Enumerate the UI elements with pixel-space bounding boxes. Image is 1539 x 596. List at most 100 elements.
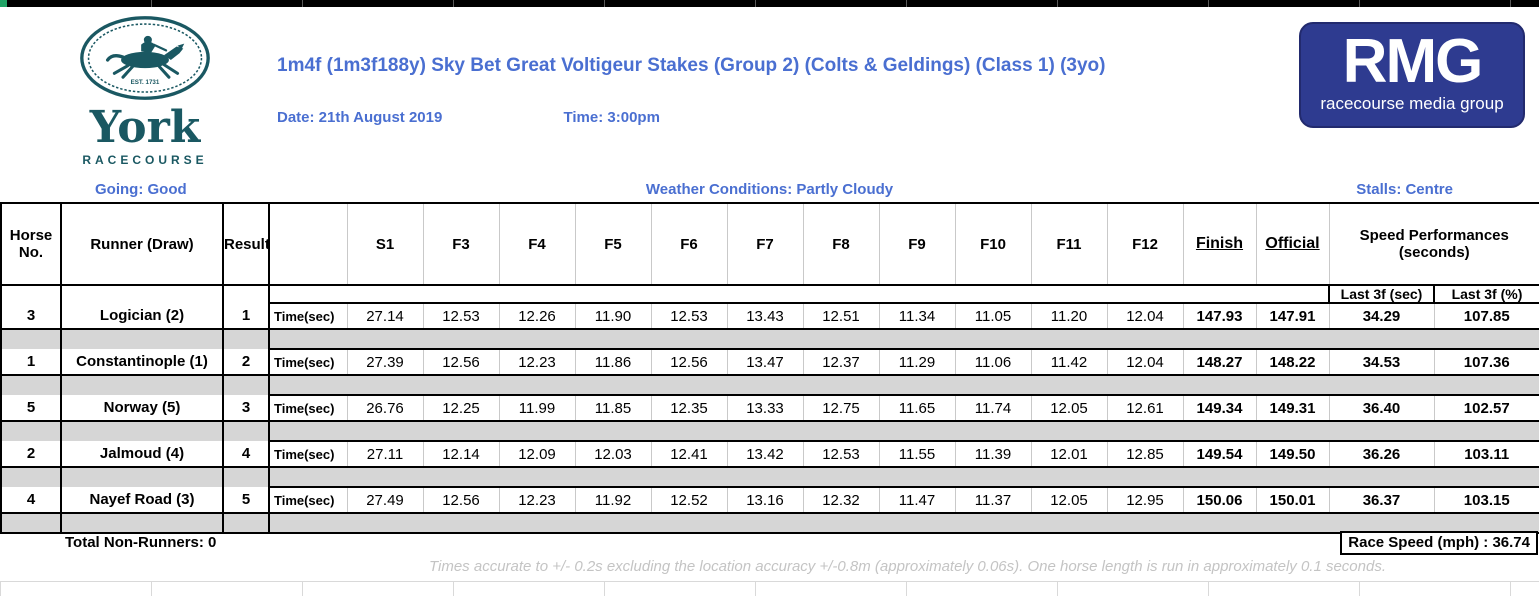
york-wordmark: York xyxy=(89,102,201,153)
result-cell: 3 xyxy=(223,395,270,422)
york-racecourse-label: RACECOURSE xyxy=(82,153,208,167)
sectional-time-cell: 12.61 xyxy=(1106,394,1183,422)
separator-cell xyxy=(223,421,270,441)
col-header-runner: Runner (Draw) xyxy=(61,203,224,286)
col-header-official: Official xyxy=(1255,203,1329,286)
col-header-f3: F3 xyxy=(422,203,499,286)
sectional-time-cell: 12.26 xyxy=(498,302,575,330)
last3f-pct-cell: 103.11 xyxy=(1433,440,1539,468)
sectional-time-cell: 11.34 xyxy=(878,302,955,330)
col-header-blank xyxy=(269,203,347,286)
rmg-subtitle: racecourse media group xyxy=(1320,94,1504,113)
sectional-time-cell: 12.03 xyxy=(574,440,651,468)
conditions-row: Going: Good Weather Conditions: Partly C… xyxy=(0,181,1539,202)
time-label-cell: Time(sec) xyxy=(269,348,347,376)
official-time-cell: 148.22 xyxy=(1255,348,1329,376)
sub-header-blank xyxy=(223,285,270,303)
sectional-time-cell: 12.35 xyxy=(650,394,727,422)
result-cell: 5 xyxy=(223,487,270,514)
sectional-time-cell: 12.75 xyxy=(802,394,879,422)
sectional-time-cell: 13.43 xyxy=(726,302,803,330)
runner-cell: Norway (5) xyxy=(61,395,224,422)
separator-cell xyxy=(223,329,270,349)
sectional-time-cell: 11.74 xyxy=(954,394,1031,422)
col-header-f8: F8 xyxy=(802,203,879,286)
sectional-time-cell: 11.37 xyxy=(954,486,1031,514)
separator-cell xyxy=(223,467,270,487)
col-header-f12: F12 xyxy=(1106,203,1183,286)
going-label: Going: Good xyxy=(95,181,187,198)
sectional-time-cell: 11.47 xyxy=(878,486,955,514)
sectional-time-cell: 26.76 xyxy=(346,394,423,422)
sectional-time-cell: 12.53 xyxy=(802,440,879,468)
separator-cell xyxy=(1,467,62,487)
finish-time-cell: 148.27 xyxy=(1182,348,1256,376)
sectional-time-cell: 12.32 xyxy=(802,486,879,514)
finish-time-cell: 149.54 xyxy=(1182,440,1256,468)
sectional-time-cell: 12.04 xyxy=(1106,348,1183,376)
separator-cell xyxy=(269,513,1539,533)
sectional-time-cell: 13.47 xyxy=(726,348,803,376)
separator-cell xyxy=(1,375,62,395)
finish-time-cell: 149.34 xyxy=(1182,394,1256,422)
separator-cell xyxy=(1,513,62,533)
separator-cell xyxy=(269,421,1539,441)
sectional-time-cell: 12.14 xyxy=(422,440,499,468)
sectional-time-cell: 12.09 xyxy=(498,440,575,468)
col-header-finish: Finish xyxy=(1182,203,1256,286)
separator-cell xyxy=(61,329,224,349)
summary-row: Total Non-Runners: 0 Race Speed (mph) : … xyxy=(0,531,1539,556)
sectional-time-cell: 12.41 xyxy=(650,440,727,468)
race-title: 1m4f (1m3f188y) Sky Bet Great Voltigeur … xyxy=(277,55,1106,76)
sectional-time-cell: 12.53 xyxy=(422,302,499,330)
weather-label: Weather Conditions: Partly Cloudy xyxy=(645,181,894,198)
col-header-f5: F5 xyxy=(574,203,651,286)
results-body: 3 Logician (2) 1 Time(sec) 27.14 12.53 12.26 11… xyxy=(1,302,1539,533)
col-header-f10: F10 xyxy=(954,203,1031,286)
row-separator xyxy=(1,513,1539,533)
header-area: EST. 1731 York RACECOURSE 1m4f (1m3f188y… xyxy=(0,7,1539,179)
runner-cell: Logician (2) xyxy=(61,303,224,330)
sectional-time-cell: 27.39 xyxy=(346,348,423,376)
separator-cell xyxy=(223,375,270,395)
col-header-speed-performances: Speed Performances (seconds) xyxy=(1328,203,1539,286)
last3f-sec-cell: 36.26 xyxy=(1328,440,1434,468)
separator-cell xyxy=(269,375,1539,395)
runner-row: 4 Nayef Road (3) 5 Time(sec) 27.49 12.56 12.23… xyxy=(1,486,1539,514)
runner-row: 3 Logician (2) 1 Time(sec) 27.14 12.53 12.26 11… xyxy=(1,302,1539,330)
separator-cell xyxy=(61,421,224,441)
row-separator xyxy=(1,329,1539,349)
finish-time-cell: 147.93 xyxy=(1182,302,1256,330)
horse-no-cell: 5 xyxy=(1,395,62,422)
sectional-time-cell: 27.49 xyxy=(346,486,423,514)
separator-cell xyxy=(61,375,224,395)
sectional-time-cell: 12.23 xyxy=(498,348,575,376)
separator-cell xyxy=(1,329,62,349)
sectional-time-cell: 12.56 xyxy=(422,486,499,514)
last3f-pct-cell: 107.85 xyxy=(1433,302,1539,330)
sectional-time-cell: 11.06 xyxy=(954,348,1031,376)
separator-cell xyxy=(269,467,1539,487)
sectional-time-cell: 11.42 xyxy=(1030,348,1107,376)
time-label-cell: Time(sec) xyxy=(269,394,347,422)
horse-no-cell: 2 xyxy=(1,441,62,468)
official-time-cell: 150.01 xyxy=(1255,486,1329,514)
last3f-sec-cell: 36.40 xyxy=(1328,394,1434,422)
accuracy-note: Times accurate to +/- 0.2s excluding the… xyxy=(428,558,1386,575)
col-header-f9: F9 xyxy=(878,203,955,286)
runner-row: 1 Constantinople (1) 2 Time(sec) 27.39 12.56 1… xyxy=(1,348,1539,376)
col-header-f6: F6 xyxy=(650,203,727,286)
corner-marker xyxy=(0,0,7,7)
horse-and-jockey-icon: EST. 1731 xyxy=(80,16,210,100)
finish-time-cell: 150.06 xyxy=(1182,486,1256,514)
race-date: Date: 21th August 2019 xyxy=(277,109,443,126)
col-header-f4: F4 xyxy=(498,203,575,286)
non-runners-label: Total Non-Runners: 0 xyxy=(65,534,217,551)
sub-header-blank xyxy=(61,285,224,303)
race-speed-box: Race Speed (mph) : 36.74 xyxy=(1340,531,1538,555)
col-header-f7: F7 xyxy=(726,203,803,286)
sectional-time-cell: 11.99 xyxy=(498,394,575,422)
race-time: Time: 3:00pm xyxy=(563,109,660,126)
sectional-time-cell: 12.95 xyxy=(1106,486,1183,514)
sectional-time-cell: 27.14 xyxy=(346,302,423,330)
